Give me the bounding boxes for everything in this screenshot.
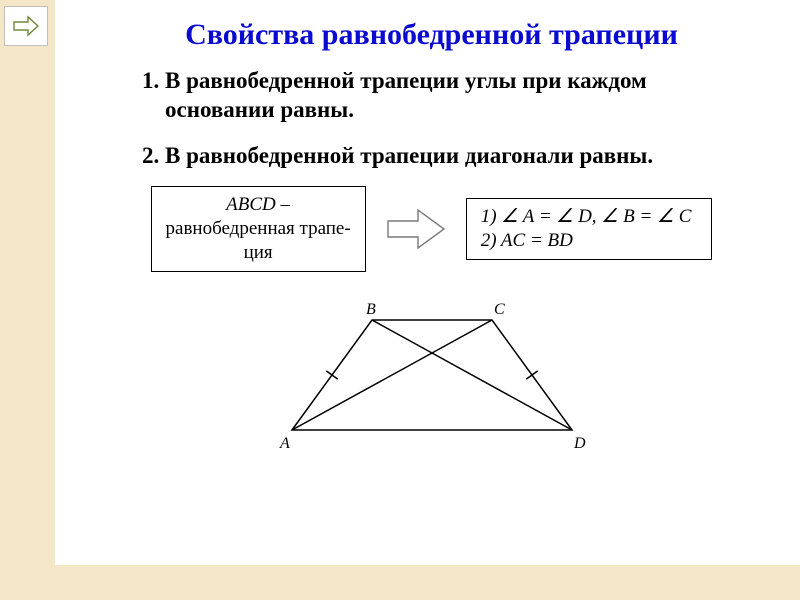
conclusion-line1: 1) ∠ A = ∠ D, ∠ B = ∠ C bbox=[481, 205, 692, 229]
svg-text:C: C bbox=[494, 301, 505, 318]
svg-text:D: D bbox=[573, 435, 586, 452]
svg-text:B: B bbox=[366, 301, 376, 318]
list-item: В равнобедренной трапеции диагонали равн… bbox=[165, 141, 760, 170]
content-area: Свойства равнобедренной трапеции В равно… bbox=[55, 0, 800, 565]
premise-line1: ABCD – bbox=[226, 194, 290, 215]
trapezoid-figure: B C A D bbox=[103, 300, 760, 460]
corner-nav-button[interactable] bbox=[4, 6, 48, 46]
premise-line2: равнобедренная трапе- bbox=[166, 217, 351, 241]
premise-line3: ция bbox=[166, 241, 351, 265]
conclusion-box: 1) ∠ A = ∠ D, ∠ B = ∠ C 2) AC = BD bbox=[466, 198, 713, 260]
svg-text:A: A bbox=[279, 435, 290, 452]
list-item: В равнобедренной трапеции углы при каждо… bbox=[165, 66, 760, 125]
implies-arrow bbox=[384, 204, 448, 254]
arrow-right-outline-icon bbox=[12, 15, 40, 37]
premise-box: ABCD – равнобедренная трапе- ция bbox=[151, 186, 366, 271]
formula-row: ABCD – равнобедренная трапе- ция 1) ∠ A … bbox=[103, 186, 760, 271]
conclusion-line2: 2) AC = BD bbox=[481, 229, 692, 253]
properties-list: В равнобедренной трапеции углы при каждо… bbox=[103, 66, 760, 170]
arrow-right-icon bbox=[384, 204, 448, 254]
slide-title: Свойства равнобедренной трапеции bbox=[103, 18, 760, 52]
trapezoid-svg: B C A D bbox=[272, 300, 592, 460]
